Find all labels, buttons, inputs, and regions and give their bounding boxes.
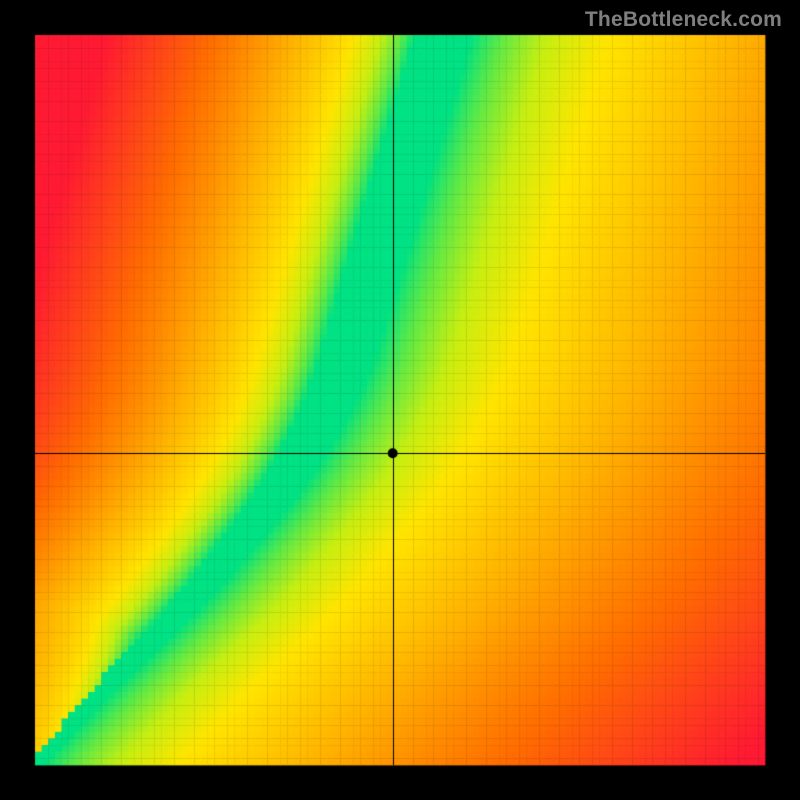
watermark-text: TheBottleneck.com [585,8,782,32]
heatmap-canvas [0,0,800,800]
chart-container: { "watermark": { "text": "TheBottleneck.… [0,0,800,800]
